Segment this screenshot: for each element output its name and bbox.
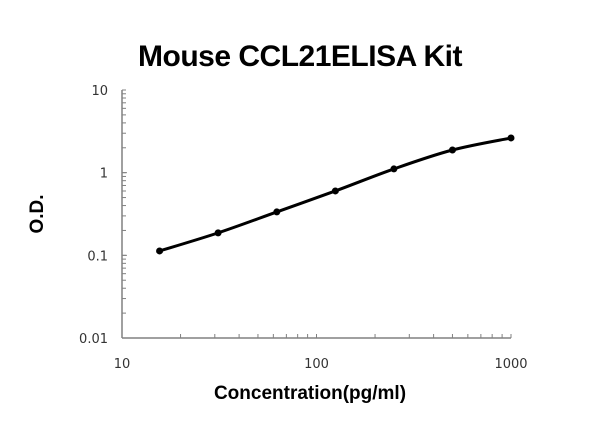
standard-curve-line [159,136,512,253]
y-tick-label: 0.1 [87,249,108,264]
x-axis-label: Concentration(pg/ml) [213,383,407,404]
y-tick-label: 10 [91,84,108,99]
data-point-marker [448,146,456,154]
tick-labels: 10 1 0.1 0.01 10 100 1000 [79,84,528,372]
x-tick-label: 1000 [494,357,527,372]
data-point-marker [507,134,515,142]
data-point-marker [390,165,398,173]
data-series [156,134,515,255]
y-tick-label: 0.01 [79,332,108,347]
chart-title: Mouse CCL21ELISA Kit [138,40,462,73]
data-point-marker [156,247,164,255]
data-point-marker [214,229,222,237]
y-tick-label: 1 [100,167,108,182]
axes [121,89,512,339]
data-point-marker [331,187,339,195]
data-point-marker [273,208,281,216]
x-tick-label: 100 [304,357,329,372]
x-tick-label: 10 [114,357,131,372]
